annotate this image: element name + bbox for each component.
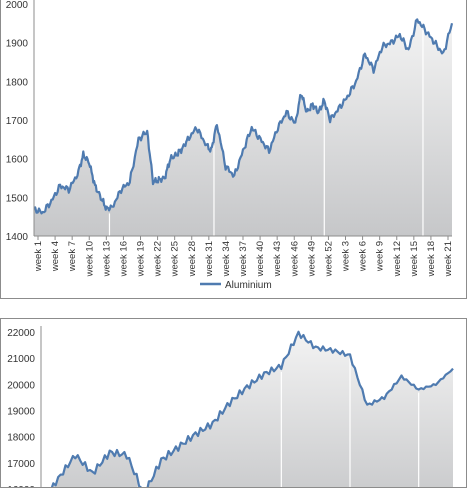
chart-panel-second: 16000170001800019000200002100022000 (0, 318, 467, 488)
x-tick-label-22: week 15 (409, 241, 420, 277)
x-tick-label-13: week 40 (255, 241, 266, 277)
y-tick-label-5: 21000 (7, 354, 35, 365)
x-tick-label-2: week 7 (67, 241, 78, 272)
series-line (33, 18, 454, 215)
y-tick-label-4: 1800 (6, 77, 29, 88)
x-tick-label-18: week 3 (341, 241, 352, 272)
series-area (34, 19, 452, 237)
x-tick-label-20: week 9 (375, 241, 386, 272)
x-tick-label-3: week 10 (84, 241, 95, 277)
x-tick-label-0: week 1 (33, 241, 44, 272)
y-tick-label-0: 1400 (6, 232, 29, 243)
x-tick-label-11: week 34 (221, 241, 232, 277)
series-area (52, 331, 453, 487)
x-tick-label-12: week 37 (238, 241, 249, 277)
x-tick-label-19: week 6 (358, 241, 369, 272)
x-tick-label-23: week 18 (426, 241, 437, 277)
chart-panel-aluminium: 1400 1500 1600 1700 1800 1900 2000 week 1 week 4… (0, 0, 467, 299)
y-tick-label-1: 17000 (7, 459, 35, 470)
x-tick-label-16: week 49 (306, 241, 317, 277)
x-tick-label-14: week 43 (272, 241, 283, 277)
x-tick-label-6: week 19 (136, 241, 147, 277)
y-tick-label-1: 1500 (6, 193, 29, 204)
legend-label: Aluminium (225, 280, 272, 291)
y-tick-label-6: 2000 (6, 0, 29, 11)
x-tick-label-7: week 22 (153, 241, 164, 277)
x-tick-label-21: week 12 (392, 241, 403, 277)
x-tick-label-10: week 31 (204, 241, 215, 277)
y-tick-label-2: 18000 (7, 433, 35, 444)
x-tick-label-24: week 21 (443, 241, 454, 277)
x-tick-label-17: week 52 (323, 241, 334, 277)
x-tick-label-4: week 13 (101, 241, 112, 277)
y-tick-label-3: 1700 (6, 116, 29, 127)
aluminium-chart: 1400 1500 1600 1700 1800 1900 2000 week 1 week 4… (6, 0, 454, 291)
y-tick-label-5: 1900 (6, 39, 29, 50)
second-chart: 16000170001800019000200002100022000 (7, 326, 454, 487)
x-tick-label-5: week 16 (118, 241, 129, 277)
x-tick-label-8: week 25 (170, 241, 181, 277)
x-tick-label-15: week 46 (289, 241, 300, 277)
y-tick-label-3: 19000 (7, 407, 35, 418)
x-tick-label-9: week 28 (187, 241, 198, 277)
y-tick-label-6: 22000 (7, 328, 35, 339)
series-line (50, 330, 454, 487)
y-tick-label-4: 20000 (7, 380, 35, 391)
x-tick-label-1: week 4 (50, 241, 61, 272)
y-tick-label-2: 1600 (6, 155, 29, 166)
